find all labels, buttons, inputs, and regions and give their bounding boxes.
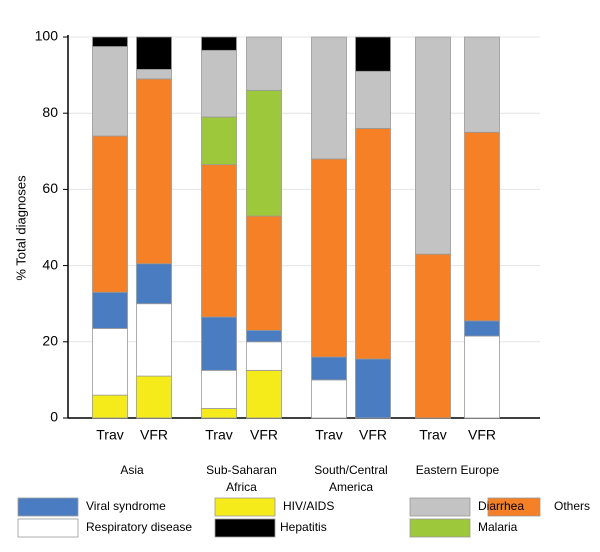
bar-segment xyxy=(201,369,237,409)
bar-segment xyxy=(464,131,500,322)
bar-segment xyxy=(246,89,282,217)
group-label: America xyxy=(329,480,373,494)
y-tick-label: 60 xyxy=(42,180,58,196)
legend-label: Malaria xyxy=(478,520,518,534)
y-tick-label: 20 xyxy=(42,333,58,349)
bar-segment xyxy=(92,291,128,329)
bar-segment xyxy=(311,379,347,419)
legend-swatch xyxy=(409,497,471,517)
legend-label: Respiratory disease xyxy=(86,520,192,534)
bar-segment xyxy=(311,356,347,381)
y-tick-label: 80 xyxy=(42,104,58,120)
bar-segment xyxy=(136,36,172,70)
legend-label: Hepatitis xyxy=(280,520,327,534)
x-tick-label: VFR xyxy=(250,427,278,443)
bar-segment xyxy=(311,158,347,358)
bar-segment xyxy=(464,335,500,419)
bar-segment xyxy=(201,49,237,118)
bar-segment xyxy=(201,116,237,166)
bar-segment xyxy=(246,369,282,419)
group-label: South/Central xyxy=(314,463,387,477)
bar-segment xyxy=(464,320,500,337)
group-label: Eastern Europe xyxy=(416,463,500,477)
legend-swatch xyxy=(214,518,276,538)
bar-segment xyxy=(355,70,391,129)
y-tick-label: 100 xyxy=(35,28,59,44)
group-label: Africa xyxy=(226,480,257,494)
bar-segment xyxy=(136,78,172,265)
x-tick-label: Trav xyxy=(96,427,123,443)
x-tick-label: VFR xyxy=(359,427,387,443)
legend-swatch xyxy=(17,497,79,517)
bar-segment xyxy=(92,36,128,47)
bar-segment xyxy=(201,316,237,371)
y-tick-label: 0 xyxy=(50,409,58,425)
bar-segment xyxy=(415,36,451,255)
bar-segment xyxy=(136,303,172,377)
legend-swatch xyxy=(214,497,276,517)
bar-segment xyxy=(246,215,282,331)
group-label: Asia xyxy=(120,463,144,477)
bar-segment xyxy=(464,36,500,133)
x-tick-label: Trav xyxy=(205,427,232,443)
x-tick-label: VFR xyxy=(468,427,496,443)
x-tick-label: Trav xyxy=(419,427,446,443)
y-tick-label: 40 xyxy=(42,256,58,272)
x-tick-label: Trav xyxy=(315,427,342,443)
legend-swatch xyxy=(409,518,471,538)
bar-segment xyxy=(355,358,391,419)
group-label: Sub-Saharan xyxy=(206,463,277,477)
bar-segment xyxy=(246,36,282,91)
bar-segment xyxy=(355,36,391,72)
legend-label: Diarrhea xyxy=(478,499,524,513)
bar-segment xyxy=(246,329,282,343)
legend-label: HIV/AIDS xyxy=(283,499,334,513)
bar-segment xyxy=(92,46,128,137)
x-tick-label: VFR xyxy=(140,427,168,443)
bar-segment xyxy=(92,394,128,419)
bar-segment xyxy=(136,68,172,80)
bar-segment xyxy=(92,328,128,396)
bar-segment xyxy=(355,128,391,360)
bar-segment xyxy=(92,135,128,293)
legend-label: Viral syndrome xyxy=(86,499,166,513)
bar-segment xyxy=(136,375,172,419)
bar-segment xyxy=(201,408,237,419)
legend-label: Others xyxy=(554,499,590,513)
legend-swatch xyxy=(17,518,79,538)
bar-segment xyxy=(136,263,172,305)
y-axis-label: % Total diagnoses xyxy=(13,175,28,281)
bar-segment xyxy=(201,164,237,318)
bar-segment xyxy=(201,36,237,51)
legend-swatch xyxy=(487,497,541,517)
bar-segment xyxy=(311,36,347,160)
bar-segment xyxy=(415,253,451,419)
bar-segment xyxy=(246,341,282,371)
